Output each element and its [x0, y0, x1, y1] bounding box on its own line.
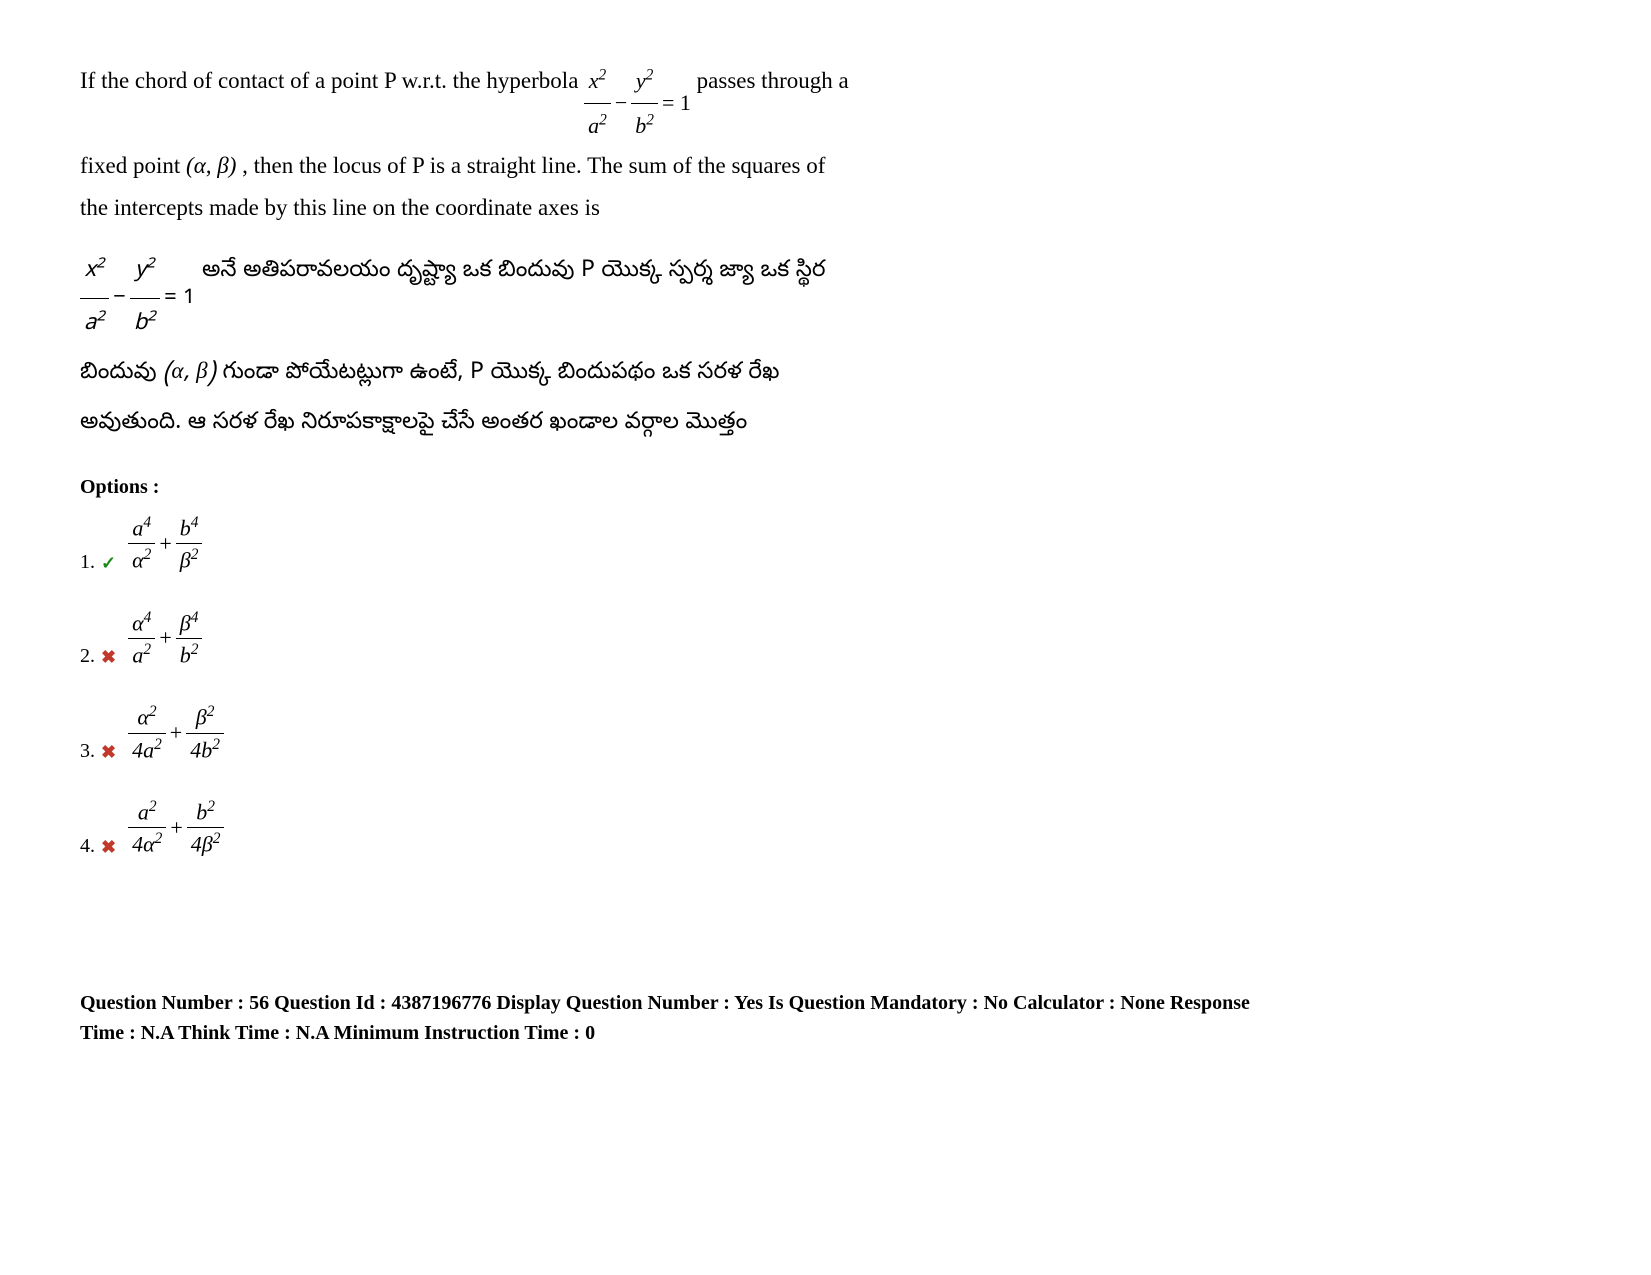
- option-number-4: 4.: [80, 835, 95, 858]
- option-1-expression: a4 α2 + b4 β2: [128, 514, 202, 574]
- frac-y: y2 b2: [631, 61, 658, 145]
- cross-icon: ✖: [101, 837, 116, 858]
- hyperbola-equation-en: x2 a2 − y2 b2 = 1: [584, 61, 691, 145]
- en-text-5: the intercepts made by this line on the …: [80, 195, 600, 220]
- options-label: Options :: [80, 476, 1571, 499]
- cross-icon: ✖: [101, 647, 116, 668]
- option-4: 4. ✖ a2 4α2 + b2 4β2: [80, 798, 1571, 858]
- frac-x-te: x2 a2: [80, 248, 109, 350]
- en-text-3: fixed point: [80, 153, 186, 178]
- fixed-point-te: (α, β): [163, 359, 216, 390]
- te-text-1: అనే అతిపరావలయం దృష్ట్యా ఒక బిందువు P యొక…: [202, 257, 826, 288]
- option-number-2: 2.: [80, 645, 95, 668]
- te-text-4: అవుతుంది. ఆ సరళ రేఖ నిరూపకాక్షాలపై చేసే …: [80, 409, 747, 440]
- question-metadata: Question Number : 56 Question Id : 43871…: [80, 988, 1571, 1048]
- option-number-3: 3.: [80, 740, 95, 763]
- question-telugu: x2 a2 − y2 b2 = 1 అనే అతిపరావలయం దృష్ట్య…: [80, 248, 1571, 451]
- option-4-expression: a2 4α2 + b2 4β2: [128, 798, 224, 858]
- option-2: 2. ✖ α4 a2 + β4 b2: [80, 609, 1571, 669]
- option-3-expression: α2 4a2 + β2 4b2: [128, 703, 224, 763]
- en-text-2: passes through a: [697, 68, 849, 93]
- option-2-expression: α4 a2 + β4 b2: [128, 609, 202, 669]
- te-text-3: గుండా పోయేటట్లుగా ఉంటే, P యొక్క బిందుపథం…: [222, 359, 779, 390]
- option-3: 3. ✖ α2 4a2 + β2 4b2: [80, 703, 1571, 763]
- en-text-1: If the chord of contact of a point P w.r…: [80, 68, 584, 93]
- frac-y-te: y2 b2: [130, 248, 160, 350]
- option-1: 1. ✓ a4 α2 + b4 β2: [80, 514, 1571, 574]
- options-list: 1. ✓ a4 α2 + b4 β2 2. ✖ α4 a2 + β4 b2: [80, 514, 1571, 858]
- fixed-point-en: (α, β): [186, 153, 236, 178]
- cross-icon: ✖: [101, 742, 116, 763]
- meta-line-1: Question Number : 56 Question Id : 43871…: [80, 992, 1250, 1014]
- question-english: If the chord of contact of a point P w.r…: [80, 60, 1571, 228]
- check-icon: ✓: [101, 553, 116, 574]
- option-number-1: 1.: [80, 551, 95, 574]
- meta-line-2: Time : N.A Think Time : N.A Minimum Inst…: [80, 1022, 595, 1044]
- frac-x: x2 a2: [584, 61, 611, 145]
- te-text-2: బిందువు: [80, 359, 163, 390]
- hyperbola-equation-te: x2 a2 − y2 b2 = 1: [80, 248, 196, 350]
- en-text-4: , then the locus of P is a straight line…: [242, 153, 825, 178]
